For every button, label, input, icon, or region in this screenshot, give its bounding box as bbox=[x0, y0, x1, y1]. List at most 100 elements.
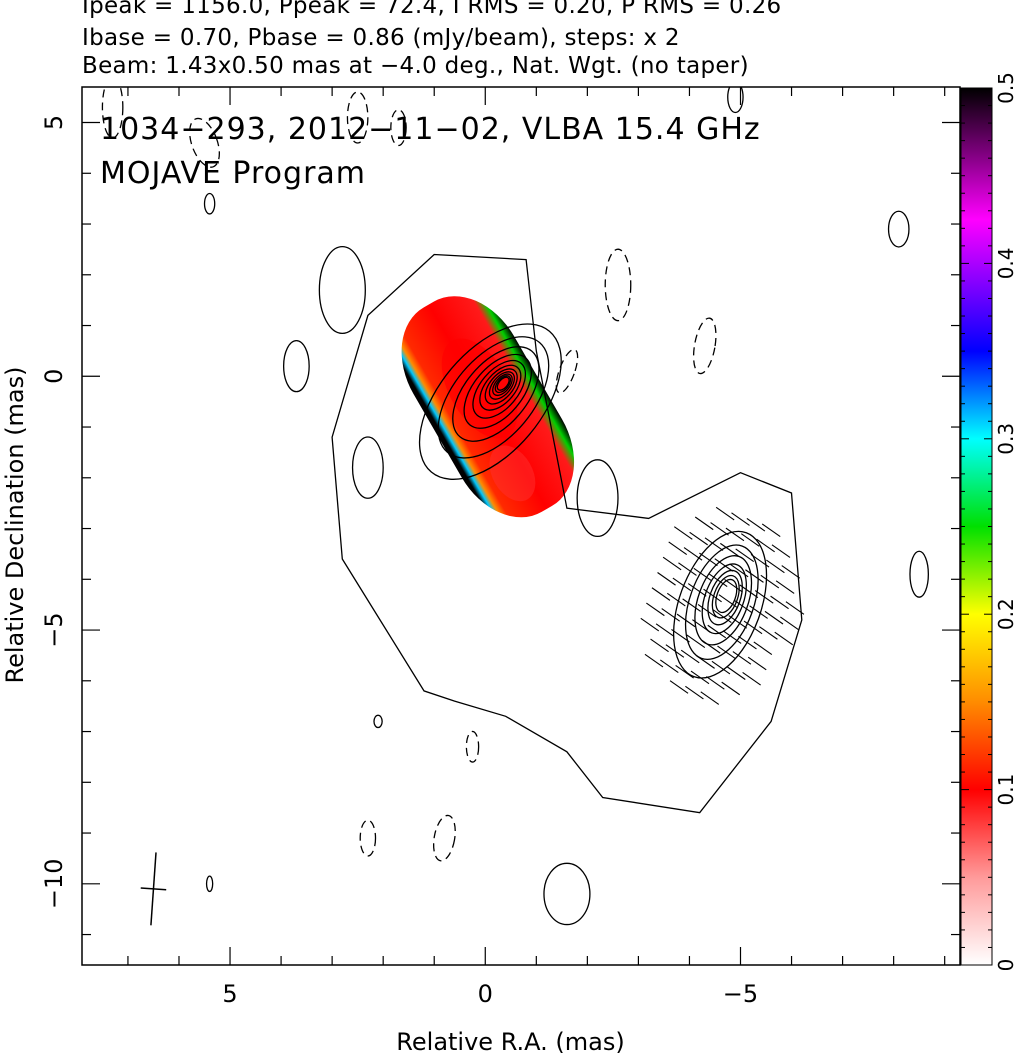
contour-isolated bbox=[727, 87, 744, 114]
evpa-vector bbox=[703, 588, 722, 603]
contour-core bbox=[484, 368, 518, 405]
colorbar-ticks: 0 0.1 0.2 0.3 0.4 0.5 bbox=[961, 72, 1018, 971]
evpa-vector bbox=[785, 601, 805, 615]
y-tick-label: 0 bbox=[40, 369, 68, 384]
plot-frame bbox=[81, 86, 961, 966]
evpa-vector bbox=[646, 602, 665, 617]
fpol-core-fill bbox=[441, 338, 518, 439]
source-title: 1034−293, 2012−11−02, VLBA 15.4 GHz bbox=[100, 112, 761, 147]
evpa-vector bbox=[759, 626, 778, 640]
program-name: MOJAVE Program bbox=[100, 156, 367, 191]
negative-contours bbox=[101, 87, 717, 862]
evpa-vector bbox=[738, 635, 757, 650]
evpa-vector bbox=[676, 613, 696, 628]
evpa-vector bbox=[713, 609, 732, 624]
contour-core bbox=[437, 336, 550, 459]
evpa-vector bbox=[711, 660, 731, 675]
evpa-vector bbox=[689, 531, 708, 546]
evpa-vector bbox=[746, 517, 766, 532]
contour-core bbox=[452, 346, 540, 442]
evpa-vector bbox=[735, 548, 755, 563]
beam-marker bbox=[140, 852, 167, 926]
evpa-vector bbox=[743, 620, 763, 635]
y-tick-label: −10 bbox=[40, 858, 68, 909]
contour-isolated bbox=[373, 714, 383, 729]
evpa-vector bbox=[666, 592, 686, 607]
contour-core bbox=[494, 375, 512, 394]
contour-jet bbox=[715, 578, 738, 614]
fpol-lower-fill bbox=[489, 445, 536, 502]
evpa-vector bbox=[770, 595, 789, 610]
x-tick-label: 0 bbox=[478, 980, 493, 1008]
negative-contour bbox=[390, 109, 407, 147]
contour-isolated bbox=[887, 210, 910, 248]
contour-isolated bbox=[351, 436, 384, 499]
evpa-vector bbox=[650, 638, 669, 653]
colorbar bbox=[960, 87, 993, 966]
negative-contour bbox=[555, 348, 579, 394]
evpa-vector bbox=[685, 685, 704, 700]
evpa-vector bbox=[775, 580, 795, 594]
evpa-vector bbox=[729, 563, 749, 578]
evpa-vector bbox=[704, 537, 724, 551]
evpa-vector bbox=[669, 680, 689, 694]
evpa-vector bbox=[659, 659, 679, 673]
evpa-vector bbox=[701, 640, 721, 654]
evpa-vector bbox=[756, 538, 775, 553]
negative-contour bbox=[101, 87, 124, 139]
evpa-vector bbox=[700, 691, 720, 705]
contour-isolated bbox=[203, 192, 216, 215]
x-tick-label: −5 bbox=[723, 980, 758, 1008]
evpa-vector bbox=[678, 562, 697, 576]
evpa-vector bbox=[694, 516, 714, 531]
negative-contour bbox=[359, 819, 377, 857]
contour-isolated bbox=[909, 550, 930, 598]
evpa-vector bbox=[764, 610, 784, 625]
evpa-vector bbox=[725, 527, 745, 542]
intensity-contours bbox=[203, 87, 930, 926]
evpa-vector bbox=[675, 665, 694, 679]
evpa-vector bbox=[771, 544, 791, 558]
evpa-vector bbox=[715, 506, 735, 521]
evpa-vector bbox=[739, 584, 759, 599]
evpa-vector bbox=[732, 651, 752, 665]
evpa-vector bbox=[640, 617, 660, 632]
evpa-vector bbox=[657, 572, 676, 586]
evpa-vector bbox=[721, 681, 741, 696]
evpa-vector bbox=[718, 594, 738, 608]
evpa-vector bbox=[668, 541, 688, 556]
evpa-vector bbox=[671, 628, 690, 643]
contour-isolated bbox=[318, 245, 366, 335]
evpa-vector bbox=[774, 631, 794, 646]
evpa-vector bbox=[740, 533, 760, 547]
evpa-vector bbox=[692, 619, 711, 633]
evpa-vector bbox=[766, 559, 785, 574]
colorbar-tick-label: 0.1 bbox=[994, 774, 1018, 806]
evpa-vector bbox=[707, 624, 727, 639]
evpa-vector bbox=[687, 583, 707, 597]
colorbar-tick-label: 0.2 bbox=[994, 598, 1018, 630]
colorbar-tick-label: 0.4 bbox=[994, 247, 1018, 279]
evpa-vector bbox=[686, 634, 706, 649]
evpa-vector bbox=[717, 645, 736, 660]
evpa-vector bbox=[714, 558, 734, 572]
contour-core bbox=[496, 376, 510, 391]
contour-core bbox=[488, 371, 516, 400]
colorbar-tick-label: 0 bbox=[994, 959, 1018, 972]
evpa-vector bbox=[710, 522, 729, 536]
evpa-vector bbox=[673, 526, 693, 540]
evpa-vector bbox=[761, 523, 781, 538]
contour-core bbox=[479, 364, 522, 411]
contour-core bbox=[418, 323, 562, 480]
contour-core bbox=[463, 353, 532, 429]
evpa-vector bbox=[780, 616, 799, 631]
evpa-vector bbox=[754, 590, 774, 604]
evpa-vector bbox=[753, 641, 773, 655]
negative-contour bbox=[432, 814, 456, 862]
negative-contour bbox=[346, 91, 369, 144]
negative-contour bbox=[692, 317, 717, 375]
evpa-vector bbox=[683, 547, 703, 561]
contour-jet bbox=[707, 569, 743, 626]
beam-minor-axis bbox=[140, 887, 167, 891]
fpol-region bbox=[401, 296, 575, 518]
